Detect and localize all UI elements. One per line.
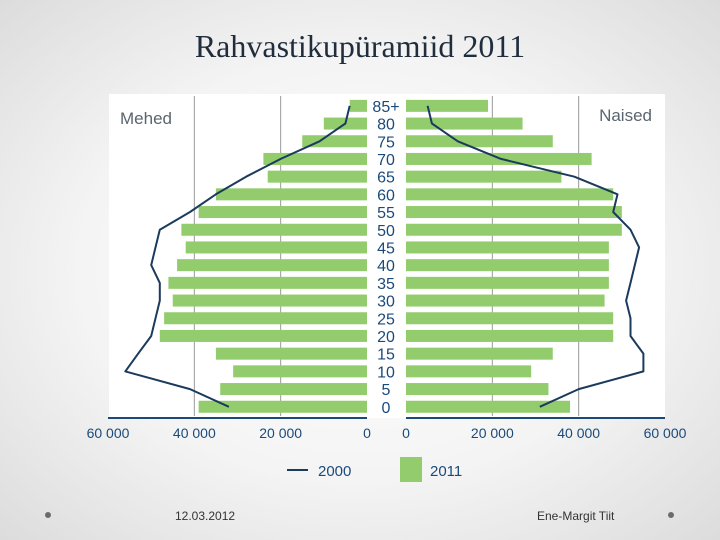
age-label-45: 45 [377, 240, 395, 257]
line-2000-women [426, 105, 645, 408]
age-label-70: 70 [377, 152, 395, 169]
x-tick-women-1: 20 000 [471, 425, 514, 441]
bar-women-5 [406, 383, 549, 396]
footer-bullet-right [668, 512, 674, 518]
bar-men-65 [267, 170, 367, 183]
age-label-25: 25 [377, 311, 395, 328]
age-label-40: 40 [377, 258, 395, 275]
plot-background [109, 94, 665, 418]
legend: 2000 2011 [287, 457, 462, 482]
x-tick-men-1: 40 000 [173, 425, 216, 441]
age-label-20: 20 [377, 329, 395, 346]
bar-men-0 [198, 400, 367, 413]
age-label-75: 75 [377, 134, 395, 151]
bar-men-50 [181, 223, 367, 236]
age-label-55: 55 [377, 205, 395, 222]
bar-men-75 [302, 135, 367, 148]
age-label-30: 30 [377, 294, 395, 311]
bar-women-50 [406, 223, 622, 236]
line-2000-men [124, 105, 351, 408]
footer-date: 12.03.2012 [175, 509, 236, 523]
bar-men-20 [159, 329, 367, 342]
bar-women-35 [406, 276, 609, 289]
age-label-0: 0 [382, 400, 391, 417]
bar-men-40 [177, 259, 367, 272]
bars-layer [159, 99, 622, 413]
women-label: Naised [599, 106, 652, 125]
age-label-65: 65 [377, 170, 395, 187]
bar-women-80 [406, 117, 523, 130]
bar-women-85+ [406, 99, 489, 112]
footer-author: Ene-Margit Tiit [537, 509, 615, 523]
bar-women-45 [406, 241, 609, 254]
x-tick-women-2: 40 000 [557, 425, 600, 441]
bar-women-10 [406, 365, 532, 378]
age-label-60: 60 [377, 187, 395, 204]
bar-men-30 [172, 294, 367, 307]
x-tick-men-3: 0 [363, 425, 371, 441]
bar-men-85+ [349, 99, 367, 112]
bar-women-75 [406, 135, 553, 148]
bar-men-35 [168, 276, 367, 289]
bar-men-60 [215, 188, 367, 201]
age-label-35: 35 [377, 276, 395, 293]
legend-bar-label: 2011 [430, 463, 462, 480]
age-label-50: 50 [377, 223, 395, 240]
x-tick-women-3: 60 000 [644, 425, 687, 441]
age-label-80: 80 [377, 117, 395, 134]
bar-women-15 [406, 347, 553, 360]
bar-women-25 [406, 312, 614, 325]
x-tick-men-0: 60 000 [87, 425, 130, 441]
bar-women-55 [406, 206, 622, 219]
bar-men-45 [185, 241, 367, 254]
age-label-5: 5 [382, 382, 391, 399]
bar-men-55 [198, 206, 367, 219]
age-label-85+: 85+ [372, 99, 399, 116]
footer-bullet-left [45, 512, 51, 518]
bar-men-10 [233, 365, 367, 378]
x-tick-women-0: 0 [402, 425, 410, 441]
age-label-10: 10 [377, 364, 395, 381]
age-label-15: 15 [377, 347, 395, 364]
bar-men-15 [215, 347, 367, 360]
slide-title: Rahvastikupüramiid 2011 [194, 28, 526, 64]
lines-layer [124, 105, 645, 408]
x-tick-men-2: 20 000 [259, 425, 302, 441]
bar-women-30 [406, 294, 605, 307]
legend-line-label: 2000 [318, 463, 351, 480]
bar-women-60 [406, 188, 614, 201]
legend-bar-swatch [400, 457, 422, 482]
bar-women-65 [406, 170, 562, 183]
bar-men-5 [220, 383, 367, 396]
bar-women-20 [406, 329, 614, 342]
bar-men-25 [164, 312, 367, 325]
grid-layer [108, 96, 665, 419]
bar-women-0 [406, 400, 571, 413]
men-label: Mehed [120, 109, 172, 128]
bar-women-40 [406, 259, 609, 272]
